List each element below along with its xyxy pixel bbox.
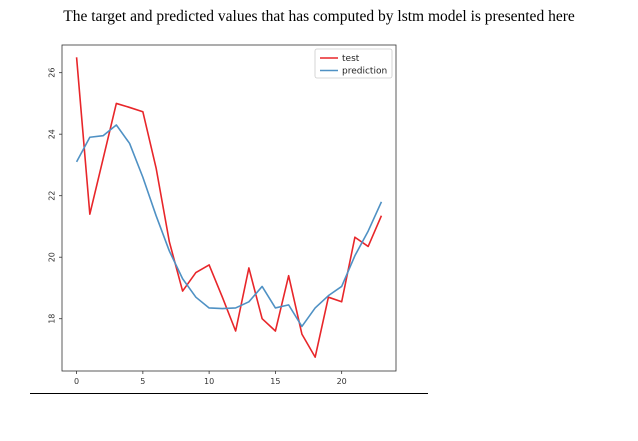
x-tick-label: 5 — [140, 377, 145, 386]
y-tick-label: 20 — [48, 252, 57, 262]
caption-divider — [30, 393, 428, 394]
series-line-prediction — [75, 124, 383, 328]
plot-area-frame — [61, 44, 397, 372]
figure-caption: The target and predicted values that has… — [63, 8, 575, 25]
y-axis: 18 20 22 24 26 — [48, 68, 62, 324]
x-axis: 0 5 10 15 20 — [74, 371, 347, 386]
y-tick-label: 22 — [48, 191, 57, 201]
x-tick-label: 10 — [204, 377, 214, 386]
legend-label-prediction: prediction — [342, 67, 387, 77]
legend-label-test: test — [342, 54, 360, 64]
legend: test prediction — [314, 48, 393, 79]
y-tick-label: 26 — [48, 68, 57, 78]
x-tick-label: 15 — [270, 377, 280, 386]
series-line-test — [75, 57, 383, 358]
x-tick-label: 20 — [337, 377, 347, 386]
series-lines — [75, 57, 383, 358]
x-tick-label: 0 — [74, 377, 79, 386]
y-tick-label: 24 — [48, 129, 57, 139]
y-tick-label: 18 — [48, 314, 57, 324]
